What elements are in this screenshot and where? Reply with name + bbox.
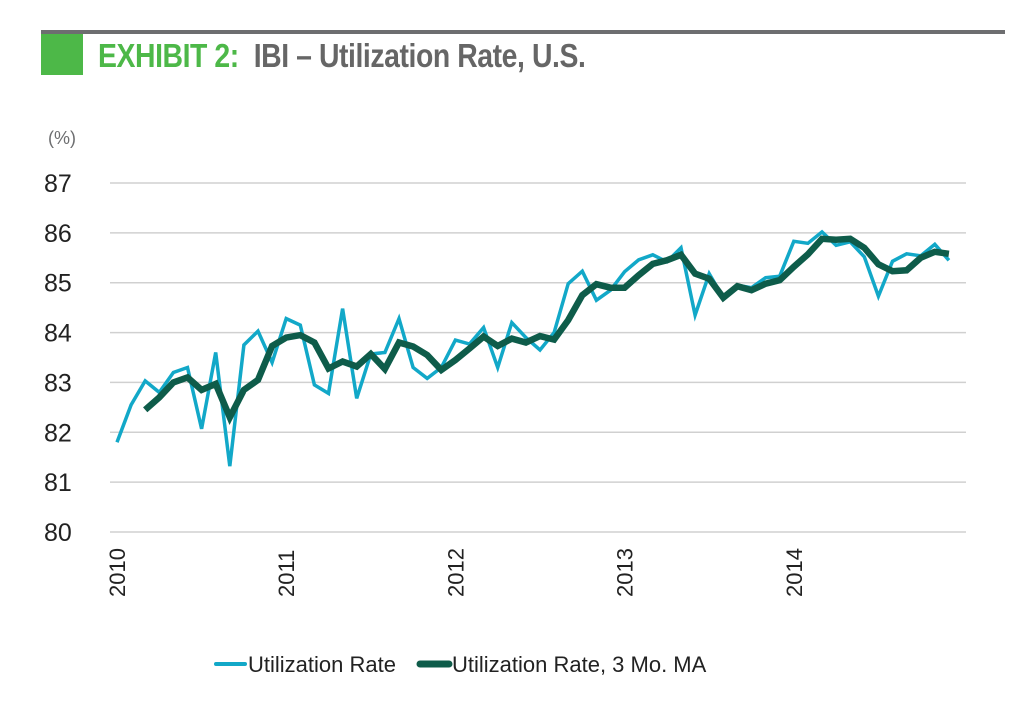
legend-label-utilization-rate-ma: Utilization Rate, 3 Mo. MA <box>452 652 707 677</box>
x-tick-label: 2012 <box>443 548 468 597</box>
x-tick-label: 2011 <box>274 550 299 597</box>
x-tick-label: 2010 <box>105 548 130 597</box>
series-utilization-rate-ma <box>143 235 950 425</box>
y-tick-label: 85 <box>44 270 72 298</box>
y-tick-label: 84 <box>44 320 72 348</box>
x-axis-ticks: 2010 2011 2012 2013 2014 <box>105 548 807 597</box>
y-tick-label: 87 <box>44 170 72 198</box>
legend-label-utilization-rate: Utilization Rate <box>248 652 396 677</box>
x-tick-label: 2013 <box>613 548 638 597</box>
series-utilization-rate-ma-line <box>143 235 950 425</box>
title-text: IBI – Utilization Rate, U.S. <box>253 37 586 74</box>
chart-title: EXHIBIT 2: IBI – Utilization Rate, U.S. <box>98 37 586 75</box>
series-utilization-rate <box>115 229 951 467</box>
legend: Utilization Rate Utilization Rate, 3 Mo.… <box>214 652 707 677</box>
x-tick-label: 2014 <box>782 548 807 597</box>
y-axis-unit-label: (%) <box>48 128 76 148</box>
y-tick-label: 83 <box>44 369 72 397</box>
exhibit-label: EXHIBIT 2: <box>98 37 239 74</box>
y-tick-label: 82 <box>44 419 72 447</box>
series-group <box>115 229 951 467</box>
exhibit-marker <box>41 34 83 75</box>
y-axis-ticks: 80 81 82 83 84 85 86 87 <box>44 170 72 547</box>
y-tick-label: 81 <box>44 469 72 497</box>
series-utilization-rate-line <box>115 229 951 467</box>
gridlines <box>110 182 966 533</box>
y-tick-label: 86 <box>44 220 72 248</box>
header-rule <box>41 30 1005 34</box>
y-tick-label: 80 <box>44 519 72 547</box>
